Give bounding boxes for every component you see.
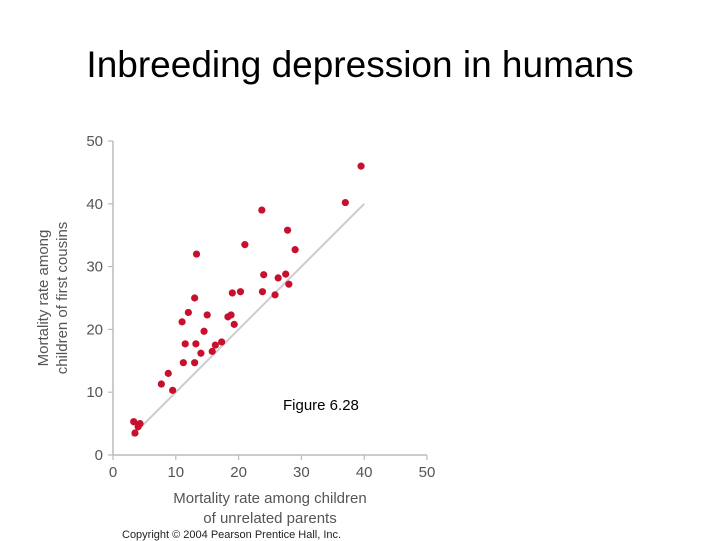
- y-tick-label: 50: [86, 133, 103, 150]
- data-point: [341, 198, 349, 207]
- data-point: [291, 246, 299, 254]
- y-tick-label: 0: [95, 447, 103, 464]
- data-point: [227, 311, 235, 319]
- data-point: [197, 349, 205, 357]
- copyright-notice: Copyright © 2004 Pearson Prentice Hall, …: [122, 529, 342, 541]
- data-point: [136, 420, 144, 428]
- data-point: [164, 369, 172, 377]
- x-tick-label: 20: [230, 464, 247, 481]
- data-point: [178, 318, 186, 326]
- x-tick-label: 50: [419, 464, 436, 481]
- data-point: [230, 320, 238, 328]
- data-point: [184, 308, 192, 317]
- data-point: [191, 359, 199, 367]
- data-point: [285, 280, 293, 288]
- data-point: [131, 429, 139, 437]
- data-point: [203, 311, 211, 319]
- x-tick-label: 0: [109, 464, 117, 481]
- figure-label: Figure 6.28: [283, 397, 359, 414]
- y-axis-label: Mortality rate among: [35, 230, 52, 367]
- y-tick-label: 40: [86, 196, 103, 213]
- data-point: [208, 347, 216, 355]
- data-point: [169, 386, 177, 394]
- data-point: [211, 341, 219, 349]
- y-tick-label: 30: [86, 259, 103, 276]
- data-point: [179, 359, 187, 367]
- data-point: [157, 380, 165, 388]
- data-point: [192, 340, 200, 348]
- reference-line: [131, 203, 365, 437]
- data-point: [258, 288, 267, 296]
- data-point: [236, 288, 245, 296]
- data-point: [241, 241, 249, 249]
- y-tick-label: 20: [86, 321, 103, 338]
- data-point: [192, 250, 201, 258]
- x-axis-label: of unrelated parents: [203, 510, 336, 527]
- data-point: [274, 274, 282, 282]
- x-tick-label: 40: [356, 464, 373, 481]
- data-point: [283, 226, 292, 234]
- data-point: [228, 289, 236, 297]
- data-point: [357, 162, 365, 170]
- x-axis-label: Mortality rate among children: [173, 490, 366, 507]
- data-point: [181, 340, 189, 348]
- y-axis-label: children of first cousins: [54, 222, 71, 375]
- data-point: [191, 294, 199, 302]
- data-point: [200, 327, 208, 335]
- data-point: [130, 418, 138, 426]
- data-point: [218, 338, 226, 346]
- data-point: [258, 206, 266, 214]
- x-tick-label: 10: [167, 464, 184, 481]
- data-point: [282, 270, 290, 278]
- x-tick-label: 30: [293, 464, 310, 481]
- slide-title: Inbreeding depression in humans: [86, 44, 634, 85]
- y-tick-label: 10: [86, 384, 103, 401]
- data-point: [271, 291, 279, 299]
- data-point: [260, 271, 268, 279]
